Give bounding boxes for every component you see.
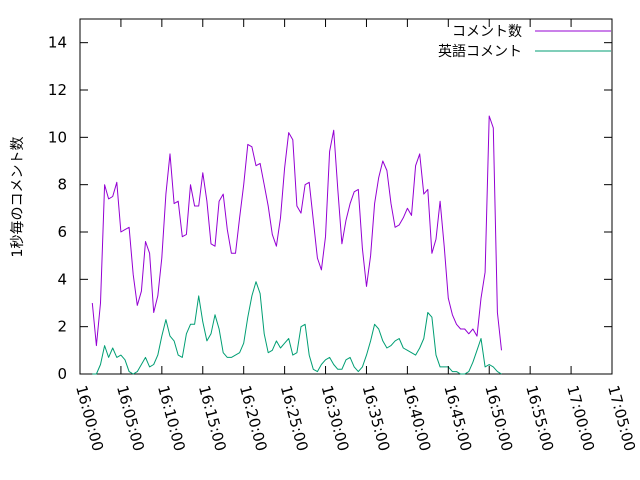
x-tick-label: 16:20:00	[236, 383, 271, 453]
x-tick-label: 16:05:00	[113, 383, 148, 453]
x-tick-label: 16:35:00	[359, 383, 394, 453]
x-tick-label: 17:05:00	[604, 383, 639, 453]
y-axis-label: 1秒毎のコメント数	[10, 137, 26, 258]
legend-label: 英語コメント	[438, 43, 522, 60]
x-tick-label: 17:00:00	[563, 383, 598, 453]
y-tick-label: 0	[57, 365, 67, 383]
y-tick-label: 2	[57, 318, 67, 336]
legend-label: コメント数	[452, 24, 522, 40]
y-tick-label: 10	[48, 128, 67, 146]
y-tick-label: 14	[48, 34, 67, 52]
plot-area	[79, 18, 613, 375]
series-line-comment-count	[91, 115, 502, 351]
y-tick-label: 6	[57, 223, 67, 241]
x-tick-label: 16:15:00	[195, 383, 230, 453]
x-tick-label: 16:10:00	[154, 383, 189, 453]
series-line-english-comments	[92, 281, 502, 375]
plot-border	[79, 18, 613, 375]
x-tick-label: 16:30:00	[318, 383, 353, 453]
x-tick-label: 16:50:00	[481, 383, 516, 453]
y-tick-label: 4	[57, 270, 67, 288]
x-tick-label: 16:55:00	[522, 383, 557, 453]
y-tick-label: 12	[48, 81, 67, 99]
y-tick-label: 8	[57, 176, 67, 194]
x-tick-label: 16:40:00	[400, 383, 435, 453]
x-tick-label: 16:25:00	[277, 383, 312, 453]
x-tick-label: 16:00:00	[72, 383, 107, 453]
series-lines	[91, 115, 502, 375]
x-tick-label: 16:45:00	[440, 383, 475, 453]
